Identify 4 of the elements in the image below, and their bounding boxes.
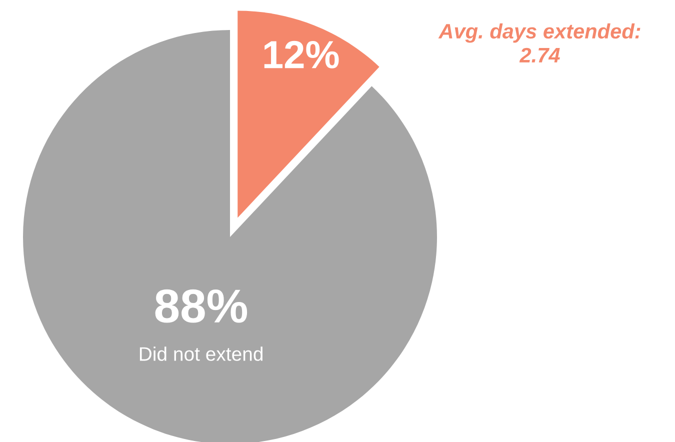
slice-label: Did not extend (140, 346, 262, 361)
data-label: 12% (264, 40, 339, 68)
text: Avg. days extended: 2.74 (438, 23, 640, 62)
data-label: 88% (155, 289, 248, 323)
